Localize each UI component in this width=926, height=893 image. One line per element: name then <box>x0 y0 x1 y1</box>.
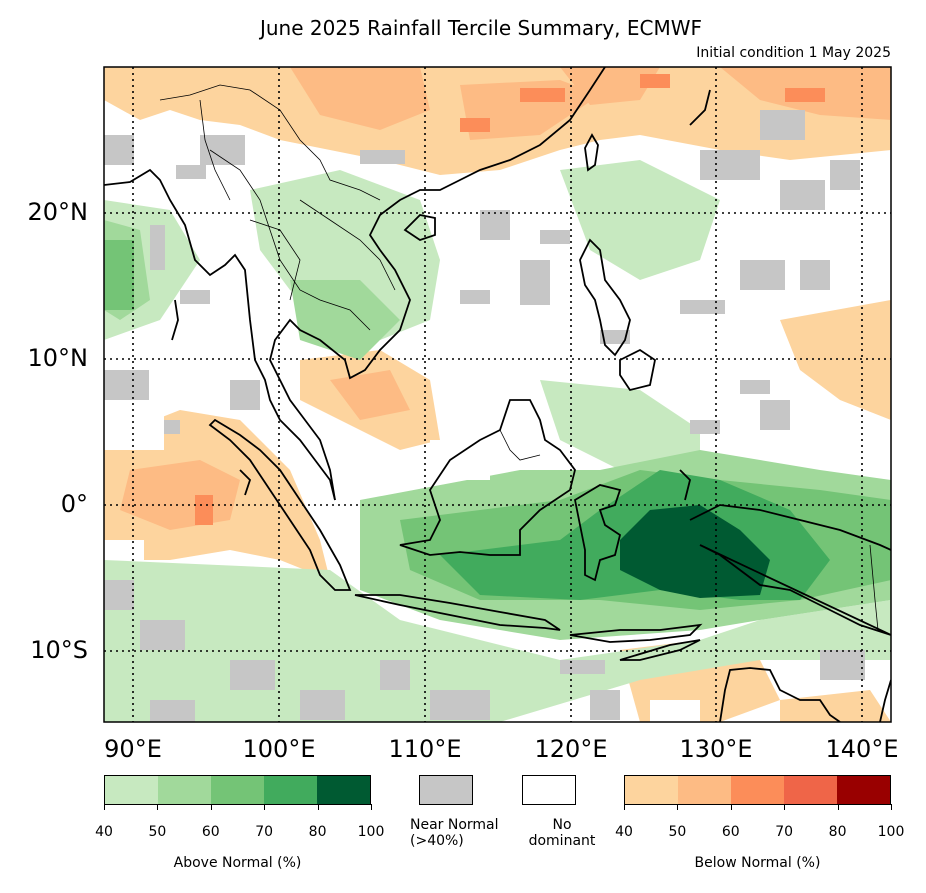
ticks-above-mark-0 <box>104 804 105 810</box>
cbar-above-segment-0 <box>105 776 158 804</box>
ticks-below-label-1: 50 <box>668 824 687 840</box>
ticks-below-label-4: 80 <box>828 824 847 840</box>
near-normal-swatch <box>419 775 473 805</box>
cbar-above-segment-1 <box>158 776 211 804</box>
lon-label-110e: 110°E <box>388 735 462 763</box>
lon-label-100e: 100°E <box>242 735 316 763</box>
cbar-above-segment-4 <box>317 776 370 804</box>
lat-label-10s: 10°S <box>30 636 88 664</box>
ticks-below-mark-2 <box>730 804 732 810</box>
lon-label-90e: 90°E <box>104 735 162 763</box>
ticks-above-label-0: 40 <box>95 824 113 840</box>
ticks-below-mark-4 <box>837 804 839 810</box>
near-normal-patches <box>104 110 865 722</box>
cbar-below-segment-2 <box>731 776 784 804</box>
cbar-above-segment-2 <box>211 776 264 804</box>
cbar-below-segment-0 <box>625 776 678 804</box>
ticks-above-label-1: 50 <box>148 824 167 840</box>
above-normal-caption: Above Normal (%) <box>173 855 302 871</box>
lon-label-130e: 130°E <box>679 735 753 763</box>
ticks-above-mark-1 <box>157 804 159 810</box>
no-dominant-swatch <box>522 775 576 805</box>
coastlines <box>104 67 891 722</box>
below-normal-colorbar <box>624 775 891 805</box>
ticks-above-mark-4 <box>317 804 319 810</box>
ticks-below-label-5: 100 <box>877 824 905 840</box>
lat-label-20n: 20°N <box>27 198 89 226</box>
ticks-above-label-3: 70 <box>255 824 274 840</box>
ticks-below-mark-3 <box>784 804 786 810</box>
below-normal-caption: Below Normal (%) <box>694 855 821 871</box>
no-dominant-caption: No dominant <box>528 817 596 849</box>
ticks-above-label-5: 100 <box>357 824 385 840</box>
ticks-above-label-2: 60 <box>201 824 220 840</box>
initial-condition-label: Initial condition 1 May 2025 <box>696 45 891 61</box>
ticks-below-mark-5 <box>891 804 892 810</box>
map-title: June 2025 Rainfall Tercile Summary, ECMW… <box>259 16 703 40</box>
ticks-below-label-0: 40 <box>615 824 633 840</box>
lon-label-140e: 140°E <box>825 735 899 763</box>
above-normal-max-region <box>620 505 770 598</box>
ticks-above-mark-2 <box>210 804 212 810</box>
ticks-below-label-3: 70 <box>775 824 794 840</box>
cbar-below-segment-3 <box>784 776 837 804</box>
near-normal-caption: Near Normal (>40%) <box>410 817 499 849</box>
cbar-below-segment-1 <box>678 776 731 804</box>
cbar-below-segment-4 <box>837 776 890 804</box>
ticks-below-mark-0 <box>624 804 625 810</box>
lon-label-120e: 120°E <box>534 735 608 763</box>
ticks-above-mark-3 <box>264 804 266 810</box>
map-frame <box>103 66 892 723</box>
ticks-above-label-4: 80 <box>308 824 327 840</box>
above-normal-colorbar <box>104 775 371 805</box>
cbar-above-segment-3 <box>264 776 317 804</box>
ticks-below-label-2: 60 <box>721 824 740 840</box>
ticks-below-mark-1 <box>677 804 679 810</box>
gridlines <box>104 67 891 722</box>
ticks-above-mark-5 <box>371 804 372 810</box>
lat-label-10n: 10°N <box>27 344 89 372</box>
lat-label-0: 0° <box>60 490 88 518</box>
